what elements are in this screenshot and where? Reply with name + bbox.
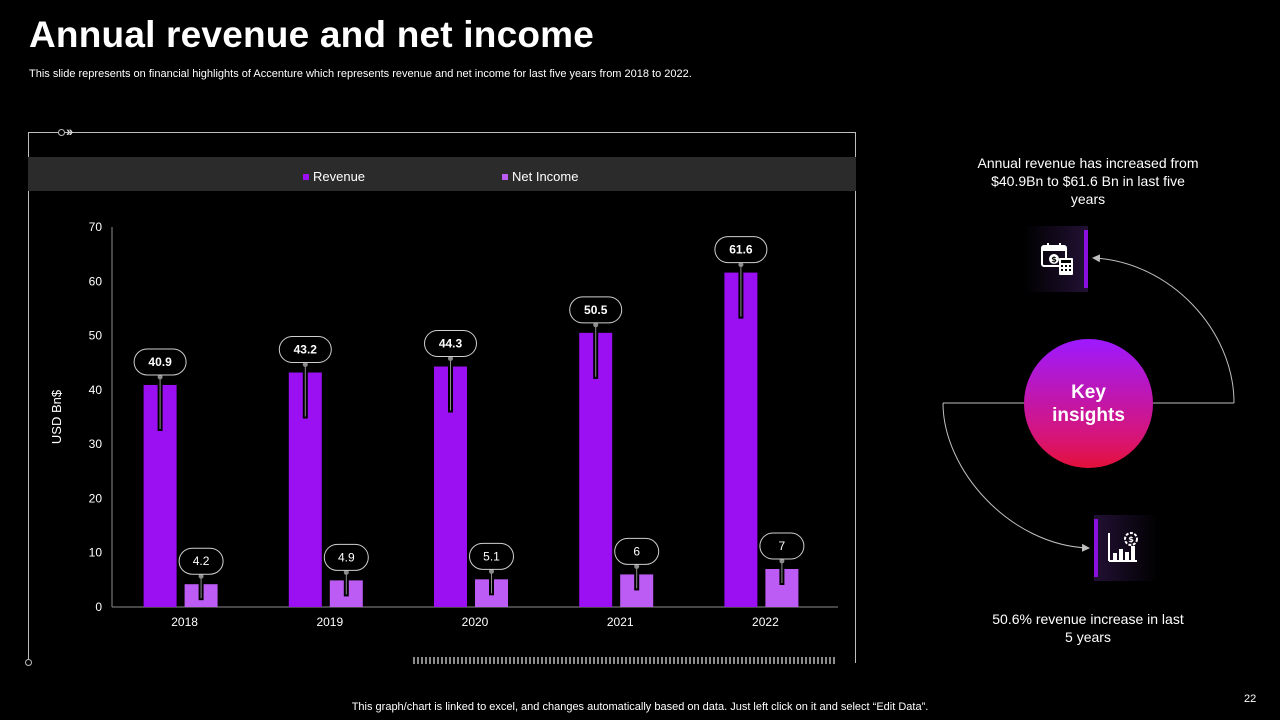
y-tick-label: 30 bbox=[89, 437, 103, 451]
data-label: 43.2 bbox=[294, 342, 318, 356]
data-label-anchor-dot bbox=[302, 361, 308, 367]
data-label-anchor-dot bbox=[448, 356, 453, 362]
data-label-anchor-dot bbox=[198, 573, 204, 579]
data-label: 6 bbox=[633, 544, 640, 558]
data-label-anchor-dot bbox=[634, 563, 640, 569]
data-label-bubble bbox=[614, 537, 660, 565]
bar-revenue bbox=[724, 272, 758, 607]
frame-corner-dot bbox=[25, 659, 32, 666]
connector-arc-top bbox=[1092, 254, 1235, 404]
data-label-anchor-dot bbox=[779, 558, 785, 564]
data-label: 50.5 bbox=[584, 303, 608, 317]
data-label: 7 bbox=[779, 539, 786, 553]
page-number: 22 bbox=[1244, 693, 1257, 705]
tile-accent-bar bbox=[1094, 519, 1098, 577]
data-label-anchor-dot bbox=[489, 568, 494, 574]
legend-item-revenue: Revenue bbox=[303, 169, 365, 184]
data-label-anchor-dot bbox=[738, 262, 744, 268]
slide-title: Annual revenue and net income bbox=[29, 14, 595, 55]
key-insights-heading: Key insights bbox=[1052, 381, 1125, 426]
double-chevron-icon: ›› bbox=[66, 123, 73, 139]
x-tick-label: 2021 bbox=[607, 615, 634, 629]
insight-bottom-text: 50.6% revenue increase in last 5 years bbox=[992, 611, 1184, 645]
data-label-bubble bbox=[133, 348, 187, 376]
x-tick-label: 2020 bbox=[462, 615, 489, 629]
chart-legend: Revenue Net Income bbox=[28, 157, 856, 191]
svg-text:$: $ bbox=[1051, 255, 1057, 264]
x-tick-label: 2018 bbox=[171, 615, 198, 629]
legend-item-net-income: Net Income bbox=[502, 169, 578, 184]
frame-top-line bbox=[28, 132, 856, 133]
legend-label-revenue: Revenue bbox=[313, 169, 366, 184]
svg-text:$: $ bbox=[1128, 535, 1134, 544]
insight-top-text: Annual revenue has increased from $40.9B… bbox=[977, 155, 1199, 207]
slide-subtitle: This slide represents on financial highl… bbox=[29, 68, 692, 80]
data-label: 5.1 bbox=[483, 549, 500, 563]
legend-label-net-income: Net Income bbox=[512, 169, 579, 184]
insight-bottom-icon-tile: $ bbox=[1094, 515, 1158, 581]
data-label: 61.6 bbox=[729, 243, 753, 257]
data-label: 44.3 bbox=[439, 337, 463, 351]
data-label-bubble bbox=[714, 236, 768, 264]
footnote: This graph/chart is linked to excel, and… bbox=[351, 701, 929, 713]
insight-top-icon-tile: $ bbox=[1024, 226, 1088, 292]
data-label-bubble bbox=[569, 296, 623, 324]
connector-arc-bottom bbox=[942, 402, 1090, 552]
y-tick-label: 0 bbox=[95, 600, 102, 614]
tile-accent-bar bbox=[1084, 230, 1088, 288]
data-label-bubble bbox=[323, 543, 369, 571]
y-tick-label: 60 bbox=[89, 274, 103, 288]
frame-top-dot bbox=[58, 129, 65, 136]
data-label: 40.9 bbox=[148, 355, 172, 369]
data-label-anchor-dot bbox=[343, 569, 349, 575]
data-label-anchor-dot bbox=[593, 322, 599, 328]
legend-swatch-net-income bbox=[502, 173, 508, 180]
y-tick-label: 40 bbox=[89, 383, 103, 397]
chart-frame: ›› bbox=[25, 123, 856, 666]
frame-left-line bbox=[28, 132, 29, 663]
calendar-dollar-calculator-icon: $ bbox=[1041, 243, 1073, 275]
data-label: 4.9 bbox=[338, 550, 355, 564]
data-label-bubble bbox=[178, 547, 224, 575]
key-insights-circle: Key insights bbox=[1024, 339, 1153, 468]
legend-swatch-revenue bbox=[303, 173, 309, 180]
y-tick-label: 70 bbox=[89, 220, 103, 234]
y-tick-label: 20 bbox=[89, 491, 103, 505]
x-tick-label: 2022 bbox=[752, 615, 779, 629]
frame-right-line bbox=[855, 132, 856, 663]
y-axis-title: USD Bn$ bbox=[49, 389, 64, 444]
data-label-bubble bbox=[759, 532, 805, 560]
data-label-bubble bbox=[278, 335, 332, 363]
data-label-bubble bbox=[469, 542, 514, 570]
decorative-hatch-strip bbox=[413, 657, 837, 664]
y-tick-label: 50 bbox=[89, 329, 103, 343]
growth-chart-dollar-gear-icon: $ bbox=[1108, 532, 1138, 562]
y-tick-label: 10 bbox=[89, 546, 103, 560]
data-label-bubble bbox=[424, 330, 477, 358]
data-label: 4.2 bbox=[193, 554, 210, 568]
x-tick-label: 2019 bbox=[316, 615, 343, 629]
data-label-anchor-dot bbox=[157, 374, 163, 380]
